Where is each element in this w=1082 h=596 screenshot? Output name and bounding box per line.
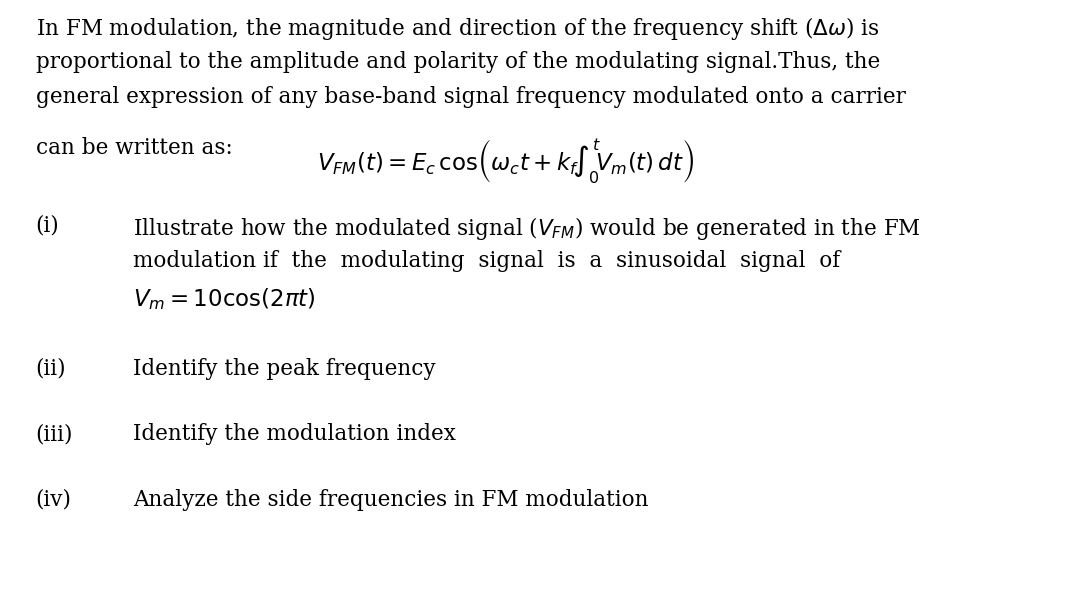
Text: (ii): (ii) (36, 358, 66, 380)
Text: (iii): (iii) (36, 423, 74, 445)
Text: modulation if  the  modulating  signal  is  a  sinusoidal  signal  of: modulation if the modulating signal is a… (133, 250, 840, 272)
Text: general expression of any base-band signal frequency modulated onto a carrier: general expression of any base-band sign… (36, 86, 906, 108)
Text: $V_{FM}(t) = E_c\,\cos\!\left(\omega_c t + k_f\!\int_0^t\! V_m(t)\,dt\right)$: $V_{FM}(t) = E_c\,\cos\!\left(\omega_c t… (317, 137, 694, 185)
Text: Analyze the side frequencies in FM modulation: Analyze the side frequencies in FM modul… (133, 489, 648, 511)
Text: (i): (i) (36, 215, 60, 237)
Text: proportional to the amplitude and polarity of the modulating signal.Thus, the: proportional to the amplitude and polari… (36, 51, 880, 73)
Text: $V_m = 10\cos(2\pi t)$: $V_m = 10\cos(2\pi t)$ (133, 286, 316, 312)
Text: Illustrate how the modulated signal ($V_{FM}$) would be generated in the FM: Illustrate how the modulated signal ($V_… (133, 215, 921, 241)
Text: Identify the modulation index: Identify the modulation index (133, 423, 456, 445)
Text: In FM modulation, the magnitude and direction of the frequency shift ($\Delta\om: In FM modulation, the magnitude and dire… (36, 15, 880, 42)
Text: Identify the peak frequency: Identify the peak frequency (133, 358, 435, 380)
Text: (iv): (iv) (36, 489, 71, 511)
Text: can be written as:: can be written as: (36, 137, 239, 159)
